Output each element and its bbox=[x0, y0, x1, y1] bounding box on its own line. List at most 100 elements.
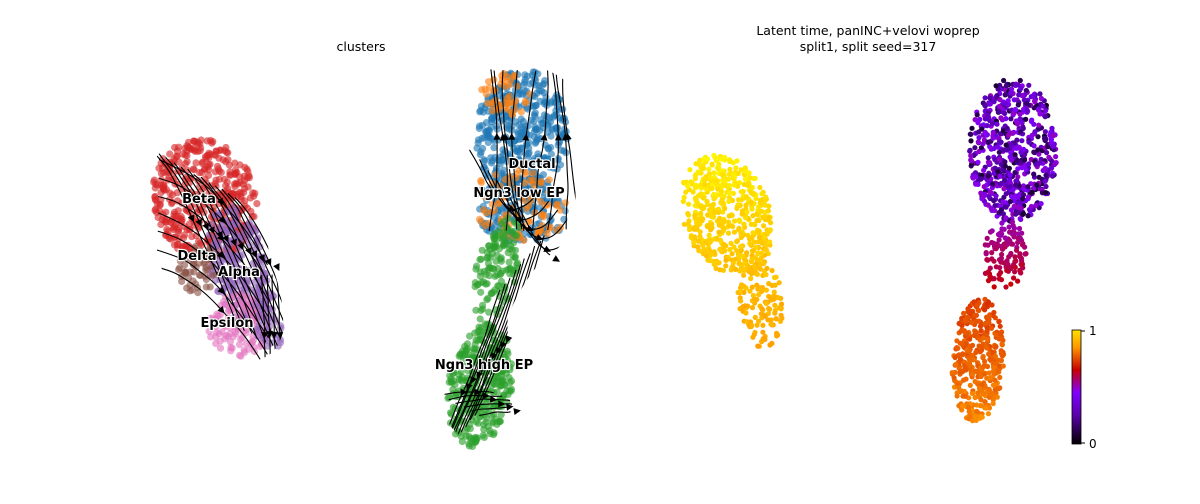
latent-time-point bbox=[772, 310, 778, 316]
latent-time-point bbox=[1034, 182, 1040, 188]
cell-point bbox=[473, 281, 482, 289]
latent-time-point bbox=[978, 347, 985, 353]
cell-point bbox=[463, 424, 471, 432]
streamline-arrowhead bbox=[216, 268, 224, 276]
latent-time-point bbox=[1001, 77, 1007, 84]
latent-time-point bbox=[956, 352, 962, 358]
cell-point bbox=[171, 143, 179, 152]
cell-point bbox=[219, 156, 227, 164]
latent-time-scatter-points bbox=[680, 77, 1059, 424]
latent-time-point bbox=[1020, 183, 1027, 189]
cell-point bbox=[521, 97, 530, 105]
cell-point bbox=[509, 160, 517, 168]
latent-time-point bbox=[706, 166, 712, 172]
latent-time-point bbox=[1012, 269, 1018, 275]
latent-time-point bbox=[698, 210, 704, 216]
latent-time-point bbox=[738, 231, 744, 237]
streamline bbox=[460, 253, 531, 433]
cell-point bbox=[488, 100, 496, 108]
latent-time-point bbox=[968, 153, 974, 159]
latent-time-point bbox=[714, 236, 720, 242]
latent-time-point bbox=[1017, 253, 1023, 259]
latent-time-point bbox=[999, 251, 1005, 258]
latent-time-point bbox=[766, 305, 772, 312]
latent-time-point bbox=[1033, 202, 1039, 209]
latent-time-point bbox=[1000, 363, 1006, 369]
latent-time-point bbox=[1002, 100, 1009, 107]
latent-time-point bbox=[978, 373, 984, 380]
cell-point bbox=[553, 200, 561, 208]
streamline-arrowhead bbox=[250, 250, 257, 259]
latent-time-point bbox=[756, 318, 762, 324]
latent-time-point bbox=[717, 215, 723, 221]
latent-time-point bbox=[997, 374, 1003, 380]
cell-point bbox=[517, 108, 526, 116]
latent-time-point bbox=[1031, 149, 1037, 155]
latent-time-point bbox=[1012, 152, 1018, 158]
latent-time-point bbox=[990, 181, 996, 187]
latent-time-point bbox=[769, 322, 775, 328]
cell-point bbox=[538, 210, 546, 219]
latent-time-point bbox=[1002, 235, 1008, 241]
latent-time-point bbox=[742, 260, 748, 267]
latent-time-point bbox=[737, 252, 743, 258]
latent-time-point bbox=[973, 349, 979, 356]
cell-point bbox=[473, 144, 481, 152]
latent-time-point bbox=[724, 183, 730, 189]
latent-time-point bbox=[711, 152, 717, 158]
cell-point bbox=[178, 243, 186, 251]
latent-time-point bbox=[1043, 172, 1049, 178]
latent-time-point bbox=[1018, 200, 1024, 206]
latent-time-point bbox=[718, 189, 725, 195]
streamline-arrowhead bbox=[230, 238, 237, 247]
cell-point bbox=[205, 327, 213, 335]
latent-time-point bbox=[1013, 82, 1019, 88]
cell-point bbox=[511, 254, 519, 262]
cell-point bbox=[498, 220, 506, 228]
latent-time-point bbox=[966, 308, 973, 314]
latent-time-point bbox=[729, 251, 735, 257]
streamline bbox=[443, 277, 511, 442]
latent-time-point bbox=[757, 197, 764, 203]
latent-time-point bbox=[976, 135, 982, 141]
latent-time-point bbox=[756, 292, 762, 298]
latent-time-point bbox=[686, 201, 692, 207]
latent-time-point bbox=[978, 176, 984, 182]
latent-time-point bbox=[718, 200, 724, 206]
latent-time-point bbox=[989, 120, 996, 127]
latent-time-point bbox=[729, 264, 735, 270]
latent-time-point bbox=[957, 356, 964, 362]
cell-point bbox=[185, 220, 193, 228]
latent-time-point bbox=[970, 175, 976, 181]
latent-time-point bbox=[1013, 258, 1019, 264]
streamline-arrowhead bbox=[513, 408, 521, 415]
latent-time-point bbox=[761, 235, 767, 241]
latent-time-point bbox=[1007, 264, 1013, 270]
streamline-arrowhead bbox=[261, 331, 268, 340]
latent-time-point bbox=[1007, 177, 1013, 183]
cell-point bbox=[532, 81, 540, 89]
latent-time-point bbox=[972, 378, 978, 385]
streamline bbox=[532, 69, 549, 230]
streamline bbox=[158, 212, 270, 319]
latent-time-point bbox=[1038, 201, 1044, 207]
cell-point bbox=[507, 265, 515, 273]
latent-time-point bbox=[1017, 77, 1023, 84]
latent-time-point bbox=[731, 182, 738, 188]
streamline bbox=[449, 264, 522, 442]
cell-point bbox=[505, 258, 513, 266]
cell-point bbox=[457, 432, 465, 440]
streamline-arrowhead bbox=[540, 133, 548, 141]
cell-point bbox=[514, 158, 523, 166]
latent-time-point bbox=[967, 336, 973, 342]
cell-point bbox=[240, 346, 248, 354]
latent-time-point bbox=[707, 239, 713, 245]
cell-point bbox=[522, 161, 530, 169]
streamline-arrowhead bbox=[476, 371, 483, 379]
latent-time-point bbox=[994, 144, 1001, 150]
cell-point bbox=[217, 168, 225, 176]
cell-point bbox=[253, 200, 261, 208]
streamline-arrowhead bbox=[508, 132, 516, 140]
latent-time-point bbox=[962, 318, 969, 324]
latent-time-point bbox=[1007, 183, 1013, 189]
